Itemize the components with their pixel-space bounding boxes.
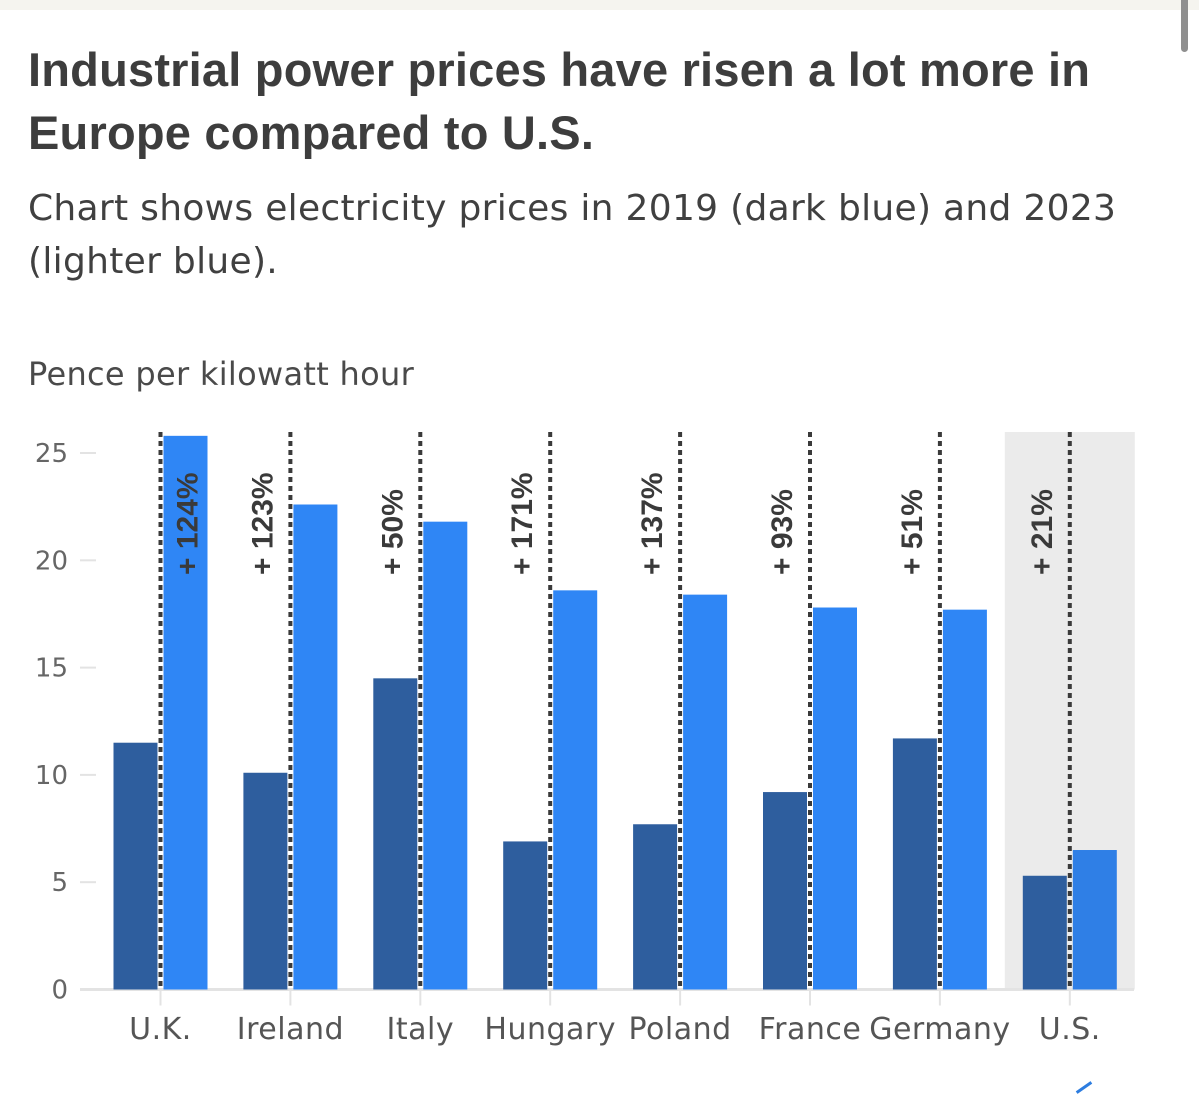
bar-2023 bbox=[553, 590, 598, 990]
percent-change-label: + 21% bbox=[1026, 489, 1059, 575]
category-label: U.S. bbox=[1039, 1012, 1101, 1047]
bar-2019 bbox=[1022, 875, 1067, 990]
y-tick-label: 15 bbox=[35, 654, 68, 684]
percent-change-label: + 171% bbox=[506, 472, 539, 575]
bar-2019 bbox=[243, 772, 288, 990]
bar-2023 bbox=[683, 594, 728, 990]
bar-2023 bbox=[942, 609, 987, 990]
percent-change-label: + 51% bbox=[896, 489, 929, 575]
category-label: Italy bbox=[387, 1012, 455, 1047]
bar-2019 bbox=[113, 742, 158, 990]
y-axis-unit-label: Pence per kilowatt hour bbox=[28, 355, 415, 393]
bar-2019 bbox=[633, 824, 678, 990]
category-label: Germany bbox=[869, 1012, 1010, 1047]
bar-2023 bbox=[813, 607, 857, 990]
percent-change-label: + 50% bbox=[376, 489, 409, 575]
browser-top-bar bbox=[0, 0, 1199, 10]
bar-2023 bbox=[1072, 850, 1117, 990]
percent-change-label: + 123% bbox=[246, 472, 279, 575]
y-tick-label: 0 bbox=[51, 976, 68, 1006]
category-label: France bbox=[759, 1012, 862, 1047]
bar-2019 bbox=[503, 841, 548, 990]
percent-change-label: + 93% bbox=[766, 489, 799, 575]
category-label: Hungary bbox=[484, 1012, 616, 1047]
chart-subtitle: Chart shows electricity prices in 2019 (… bbox=[28, 188, 1117, 282]
y-tick-label: 10 bbox=[35, 761, 68, 791]
percent-change-label: + 137% bbox=[636, 472, 669, 575]
percent-change-label: + 124% bbox=[172, 472, 205, 575]
y-tick-label: 5 bbox=[51, 868, 68, 898]
y-tick-label: 25 bbox=[35, 439, 68, 469]
category-label: Poland bbox=[629, 1012, 732, 1047]
category-label: U.K. bbox=[129, 1012, 192, 1047]
bar-2019 bbox=[373, 678, 418, 990]
bar-2023 bbox=[293, 504, 338, 990]
y-tick-label: 20 bbox=[35, 546, 68, 576]
scrollbar[interactable] bbox=[1181, 0, 1188, 52]
chart-title: Industrial power prices have risen a lot… bbox=[28, 43, 1091, 159]
bar-2019 bbox=[763, 792, 807, 990]
bar-2023 bbox=[423, 521, 468, 990]
bar-2023 bbox=[163, 435, 208, 990]
bar-2019 bbox=[892, 738, 937, 990]
category-label: Ireland bbox=[237, 1012, 344, 1047]
